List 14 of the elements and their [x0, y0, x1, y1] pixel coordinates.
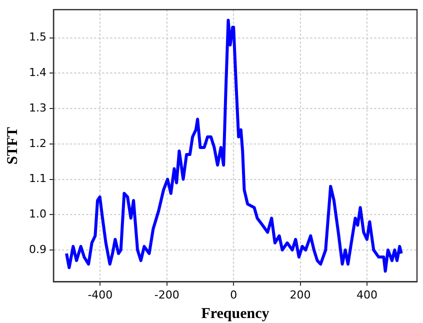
y-tick-label: 1.0: [28, 207, 46, 220]
x-tick-label: 0: [230, 288, 238, 302]
x-tick-label: -200: [154, 288, 180, 302]
y-tick-label: 1.2: [28, 136, 46, 150]
x-axis-title: Frequency: [201, 306, 270, 322]
y-axis-title: STFT: [4, 126, 21, 164]
y-tick-label: 1.3: [28, 101, 46, 114]
x-tick-label: 400: [356, 288, 378, 302]
x-tick-label: 200: [290, 288, 311, 302]
y-tick-label: 1.5: [28, 30, 46, 44]
y-tick-label: 1.1: [28, 172, 46, 186]
x-tick-label: -400: [88, 288, 113, 302]
y-tick-label: 1.4: [28, 66, 46, 80]
y-tick-label: 0.9: [28, 242, 46, 256]
